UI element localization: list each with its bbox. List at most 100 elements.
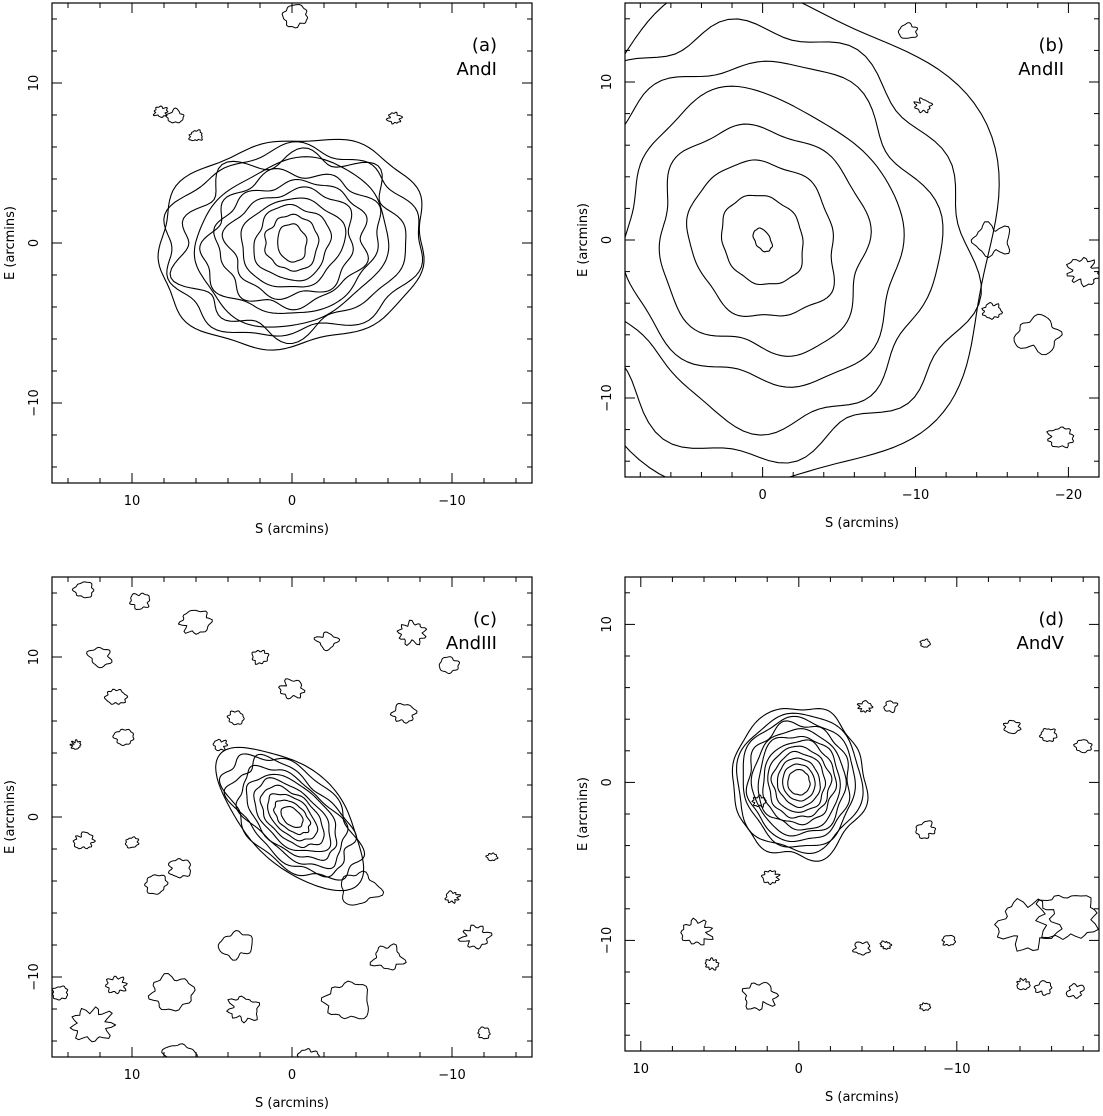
contour-level-7 bbox=[767, 745, 833, 819]
noise-contour bbox=[970, 221, 1011, 258]
contour-level-1 bbox=[736, 712, 864, 854]
noise-contour bbox=[477, 1026, 491, 1040]
noise-contour bbox=[438, 656, 460, 675]
contour-area bbox=[625, 3, 1099, 477]
noise-contour bbox=[72, 831, 96, 850]
noise-contour bbox=[167, 858, 191, 879]
noise-contour bbox=[188, 129, 203, 142]
contour-level-4 bbox=[245, 773, 338, 861]
noise-contour bbox=[941, 934, 956, 947]
noise-contour bbox=[751, 794, 767, 808]
noise-contour bbox=[680, 917, 714, 946]
noise-contour bbox=[981, 301, 1003, 320]
y-tick-label: −10 bbox=[600, 927, 615, 954]
contour-level-5 bbox=[253, 777, 332, 853]
panel-2: 10 0 −10 10 0 −10 S (arcmins) E (arcmins) (c) And… bbox=[3, 576, 533, 1111]
x-tick-label: 10 bbox=[124, 494, 141, 509]
contour-level-2 bbox=[625, 60, 944, 436]
noise-contour bbox=[1046, 426, 1075, 449]
noise-contour bbox=[152, 105, 169, 118]
noise-contour bbox=[1073, 739, 1093, 754]
noise-contour bbox=[883, 700, 899, 714]
contour-level-8 bbox=[253, 203, 333, 282]
noise-contour bbox=[103, 688, 129, 705]
y-tick-label: −10 bbox=[27, 389, 42, 416]
noise-contour bbox=[112, 728, 135, 746]
noise-contour bbox=[1038, 728, 1058, 742]
noise-contour bbox=[385, 111, 404, 125]
contour-level-0 bbox=[625, 3, 1000, 477]
contour-level-10 bbox=[782, 763, 816, 802]
y-axis-label: E (arcmins) bbox=[576, 777, 591, 851]
contour-level-11 bbox=[787, 769, 811, 796]
contour-level-1 bbox=[163, 141, 424, 337]
contour-level-10 bbox=[277, 223, 308, 263]
y-tick-label: 0 bbox=[27, 813, 42, 821]
contour-level-6 bbox=[259, 784, 325, 849]
noise-contour bbox=[165, 107, 185, 124]
x-tick-label: 0 bbox=[758, 488, 766, 503]
noise-contour bbox=[226, 710, 245, 726]
noise-contour bbox=[457, 924, 493, 950]
y-tick-label: 0 bbox=[600, 778, 615, 786]
x-tick-label: 0 bbox=[288, 1068, 296, 1083]
noise-contour bbox=[389, 703, 418, 724]
contour-area bbox=[680, 638, 1099, 1012]
object-name: AndII bbox=[1018, 59, 1064, 80]
noise-contour bbox=[177, 609, 213, 635]
noise-contour bbox=[212, 738, 229, 752]
contour-level-2 bbox=[223, 753, 358, 878]
contour-level-0 bbox=[157, 138, 425, 351]
noise-contour bbox=[226, 995, 261, 1024]
noise-contour bbox=[879, 940, 893, 950]
noise-contour bbox=[856, 700, 874, 713]
noise-contour bbox=[281, 4, 309, 29]
noise-contour bbox=[320, 980, 369, 1020]
noise-contour bbox=[1035, 894, 1099, 940]
y-axis-label: E (arcmins) bbox=[576, 203, 591, 277]
contour-level-3 bbox=[625, 85, 905, 388]
noise-contour bbox=[741, 981, 780, 1011]
contour-level-9 bbox=[264, 213, 320, 272]
x-axis-label: S (arcmins) bbox=[825, 516, 899, 531]
y-tick-label: −10 bbox=[27, 963, 42, 990]
x-tick-label: 0 bbox=[795, 1062, 803, 1077]
noise-contour bbox=[1013, 313, 1063, 356]
contour-level-4 bbox=[658, 123, 872, 357]
noise-contour bbox=[69, 739, 82, 750]
y-tick-label: 10 bbox=[600, 74, 615, 91]
contour-level-7 bbox=[240, 197, 347, 288]
x-tick-label: −10 bbox=[438, 494, 465, 509]
object-name: AndV bbox=[1017, 633, 1065, 654]
contour-level-8 bbox=[273, 799, 312, 836]
y-tick-label: 10 bbox=[27, 75, 42, 92]
noise-contour bbox=[71, 581, 95, 599]
contour-level-3 bbox=[745, 720, 851, 843]
contour-level-1 bbox=[625, 18, 982, 464]
noise-contour bbox=[1003, 719, 1022, 735]
panel-label: (c) bbox=[473, 609, 497, 630]
object-name: AndI bbox=[457, 59, 497, 80]
x-axis-label: S (arcmins) bbox=[255, 522, 329, 537]
contour-level-4 bbox=[199, 168, 382, 314]
y-tick-label: −10 bbox=[600, 384, 615, 411]
contour-level-6 bbox=[221, 186, 354, 300]
y-axis-label: E (arcmins) bbox=[3, 780, 18, 854]
noise-contour bbox=[217, 930, 253, 961]
x-axis-label: S (arcmins) bbox=[255, 1096, 329, 1111]
noise-contour bbox=[913, 97, 934, 114]
contour-level-4 bbox=[750, 728, 847, 837]
noise-contour bbox=[86, 646, 113, 669]
x-tick-label: −10 bbox=[438, 1068, 465, 1083]
y-tick-label: 0 bbox=[27, 239, 42, 247]
noise-contour bbox=[851, 941, 871, 956]
noise-contour bbox=[994, 898, 1063, 952]
contour-level-2 bbox=[742, 715, 856, 848]
y-tick-label: 10 bbox=[600, 616, 615, 633]
noise-contour bbox=[444, 890, 461, 904]
contour-level-8 bbox=[770, 750, 827, 813]
x-tick-label: 10 bbox=[633, 1062, 650, 1077]
noise-contour bbox=[124, 836, 140, 849]
y-tick-label: 0 bbox=[600, 236, 615, 244]
